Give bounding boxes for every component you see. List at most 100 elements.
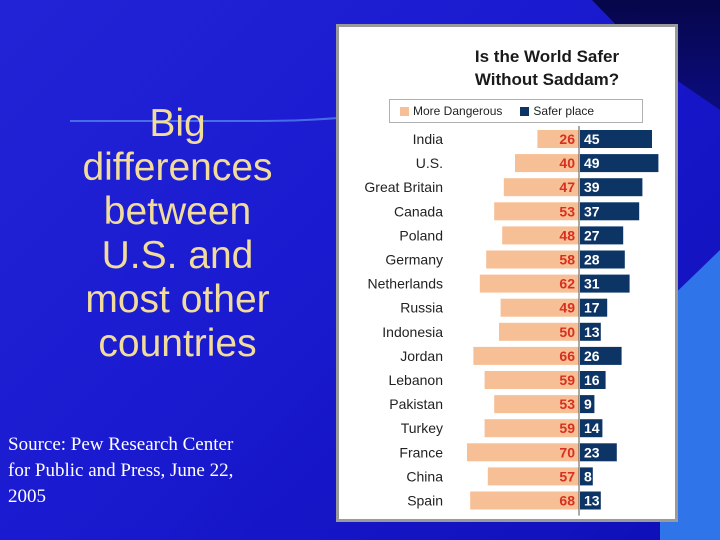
value-label-more-dangerous: 66 [559,348,575,364]
bar-more-dangerous [515,154,579,173]
value-label-safer-place: 14 [584,420,600,436]
legend-item-more-dangerous: More Dangerous [400,104,502,118]
bar-safer-place [580,298,608,317]
value-label-safer-place: 8 [584,468,592,484]
value-label-safer-place: 13 [584,324,600,340]
slide-title: Big differences between U.S. and most ot… [40,102,315,366]
bar-more-dangerous [494,395,579,414]
category-label: India [413,131,444,147]
value-label-safer-place: 45 [584,131,600,147]
chart-title-line: Without Saddam? [474,70,620,89]
slide-title-line: U.S. and [101,234,254,277]
category-label: Turkey [401,420,443,436]
bar-safer-place [580,491,601,510]
slide-title-line: between [103,190,252,233]
value-label-more-dangerous: 50 [559,324,575,340]
category-label: Great Britain [364,179,443,195]
bar-more-dangerous [487,467,579,486]
value-label-safer-place: 37 [584,203,600,219]
bar-more-dangerous [537,130,579,148]
chart-panel: Is the World Safer Without Saddam? More … [336,24,678,522]
value-label-more-dangerous: 47 [559,179,575,195]
legend-swatch-safer-place [520,106,530,116]
source-line: Source: Pew Research Center [8,434,234,455]
category-label: France [399,444,443,460]
bar-safer-place [580,346,622,365]
value-label-more-dangerous: 49 [559,300,575,316]
category-label: Pakistan [389,396,443,412]
category-label: U.S. [416,155,443,171]
category-label: Russia [400,300,443,316]
value-label-safer-place: 31 [584,276,600,292]
chart-title-line: Is the World Safer [474,47,620,66]
bar-more-dangerous [467,443,579,462]
bar-safer-place [580,467,593,486]
value-label-more-dangerous: 48 [559,227,575,243]
value-label-more-dangerous: 59 [559,420,575,436]
value-label-safer-place: 27 [584,227,600,243]
bar-more-dangerous [502,226,579,245]
bar-more-dangerous [499,322,579,341]
bar-safer-place [580,443,617,462]
value-label-safer-place: 26 [584,348,600,364]
value-label-more-dangerous: 53 [559,396,575,412]
value-label-safer-place: 39 [584,179,600,195]
category-label: Spain [407,493,443,509]
bar-safer-place [580,395,595,414]
source-line: 2005 [8,486,46,507]
value-label-more-dangerous: 57 [559,468,575,484]
bar-chart: India 26 45 U.S. 40 49 Great Britain 47 39 Canada… [364,126,659,516]
category-label: Jordan [400,348,443,364]
category-label: China [406,468,443,484]
bar-more-dangerous [473,346,579,365]
value-label-safer-place: 9 [584,396,592,412]
bar-more-dangerous [486,250,579,269]
bar-safer-place [580,226,624,245]
value-label-more-dangerous: 62 [559,276,575,292]
bar-safer-place [580,250,625,269]
value-label-more-dangerous: 59 [559,372,575,388]
value-label-more-dangerous: 53 [559,203,575,219]
chart-legend: More Dangerous Safer place [389,99,643,123]
bar-safer-place [580,371,606,389]
value-label-safer-place: 23 [584,444,600,460]
value-label-more-dangerous: 58 [559,252,575,268]
slide-title-line: countries [98,322,257,365]
chart-title: Is the World Safer Without Saddam? [379,45,715,91]
source-line: for Public and Press, June 22, [8,460,234,481]
category-label: Poland [399,227,443,243]
bar-safer-place [580,130,652,148]
bar-more-dangerous [503,178,579,197]
bar-safer-place [580,154,659,173]
legend-label: Safer place [533,104,595,118]
bar-safer-place [580,178,643,197]
bar-safer-place [580,202,640,221]
source-note: Source: Pew Research Center for Public a… [8,432,308,510]
value-label-safer-place: 16 [584,372,600,388]
value-label-more-dangerous: 40 [559,155,575,171]
bar-more-dangerous [479,274,579,293]
value-label-more-dangerous: 68 [559,493,575,509]
value-label-more-dangerous: 70 [559,444,575,460]
slide-title-line: differences [82,146,273,189]
category-label: Canada [394,203,443,219]
bar-more-dangerous [484,371,579,389]
value-label-more-dangerous: 26 [559,131,575,147]
bar-safer-place [580,419,603,438]
bar-more-dangerous [494,202,579,221]
category-label: Lebanon [388,372,443,388]
legend-item-safer-place: Safer place [520,104,594,118]
legend-label: More Dangerous [413,104,503,118]
category-label: Netherlands [368,276,444,292]
bar-more-dangerous [470,491,579,510]
value-label-safer-place: 13 [584,493,600,509]
value-label-safer-place: 28 [584,252,600,268]
category-label: Indonesia [382,324,443,340]
bar-more-dangerous [484,419,579,438]
bar-safer-place [580,274,630,293]
slide-title-line: Big [149,102,206,145]
value-label-safer-place: 17 [584,300,600,316]
value-label-safer-place: 49 [584,155,600,171]
legend-swatch-more-dangerous [400,106,409,116]
slide-title-line: most other [85,278,270,321]
